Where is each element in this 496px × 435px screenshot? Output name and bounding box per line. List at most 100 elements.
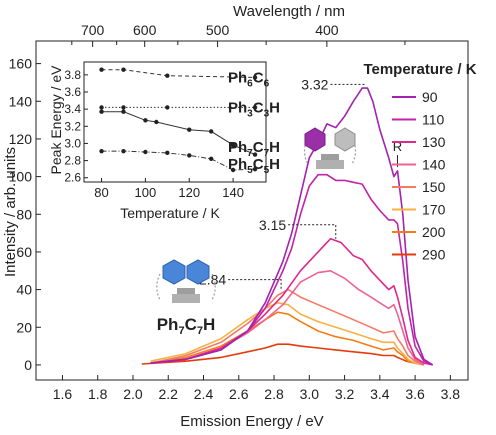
- y-tick-label: 140: [9, 93, 33, 109]
- y-tick-label: 20: [16, 319, 32, 335]
- inset-point: [121, 148, 126, 154]
- ph7c7h-sub2: 7: [197, 325, 203, 337]
- legend-label-110: 110: [422, 112, 445, 128]
- inset-label-part: Ph: [228, 156, 247, 173]
- inset-label-part: 3: [247, 108, 253, 119]
- ph7c7h-main: Ph: [157, 315, 179, 334]
- x-tick-label: 2.8: [264, 386, 284, 402]
- top-tick-label: 400: [315, 22, 339, 38]
- inset-label-Ph6C6: Ph6C6: [228, 69, 270, 89]
- main-axes: 1.6 1.8 2.0 2.2 2.4 2.6 2.8 3.0 3.2 3.4 3.6 3.8 0 20…: [2, 3, 469, 430]
- inset-point: [99, 148, 104, 154]
- inset-point: [121, 67, 126, 72]
- ph7c7h-mid: C: [185, 315, 197, 334]
- inset-series-Ph7C7H: [101, 111, 256, 156]
- inset-y-ticks: 2.6 2.8 3.0 3.2 3.4 3.6 3.8: [64, 68, 88, 185]
- inset-series-Ph5C5H: [101, 150, 256, 171]
- x-tick-label: 2.6: [229, 386, 249, 402]
- inset-y-tick-label: 3.6: [64, 85, 81, 99]
- inset-y-tick-label: 2.8: [64, 154, 81, 168]
- inset-label-part: C: [253, 69, 264, 86]
- inset-point: [154, 119, 159, 125]
- x-tick-label: 1.6: [53, 386, 73, 402]
- series-290k-line: [141, 343, 425, 366]
- legend-label-130: 130: [422, 134, 446, 150]
- inset-label-part: Ph: [228, 69, 247, 86]
- inset-label-part: 7: [264, 148, 270, 159]
- molecule-icon-ph7c7h: [156, 259, 216, 303]
- ph7c7h-molecule-label: Ph7C7H: [157, 315, 216, 337]
- inset-x-tick-label: 120: [178, 185, 200, 200]
- inset-point: [187, 127, 192, 132]
- inset-point: [165, 73, 170, 78]
- peak-3-15-leader: [288, 224, 337, 239]
- inset-x-tick-label: 140: [222, 185, 244, 200]
- top-tick-label: 500: [206, 22, 230, 38]
- top-tick-label: 700: [81, 22, 105, 38]
- series-170k-line: [150, 301, 425, 366]
- inset-label-part: C: [253, 156, 264, 173]
- inset-point: [252, 152, 258, 157]
- inset-x-ticks: 80 100 120 140: [94, 178, 244, 200]
- inset-point: [99, 105, 104, 110]
- inset-point: [252, 166, 258, 172]
- series-130k-line: [150, 238, 433, 366]
- inset-point: [143, 118, 148, 123]
- y-tick-label: 120: [9, 131, 33, 147]
- legend-label-150: 150: [422, 179, 446, 195]
- inset-point: [165, 105, 170, 110]
- inset-point: [99, 109, 104, 114]
- inset-label-part: H: [269, 156, 280, 173]
- plot-frame: [35, 40, 469, 381]
- peak-3-15-label: 3.15: [259, 217, 286, 233]
- series-90k-line: [150, 87, 434, 366]
- peak-3-32-label: 3.32: [301, 76, 328, 92]
- inset-y-tick-label: 3.0: [64, 136, 81, 150]
- y-tick-label: 40: [16, 282, 32, 298]
- y-axis-label: Intensity / arb. units: [2, 147, 19, 277]
- molecule-icon-excited: [303, 127, 357, 169]
- inset-y-tick-label: 3.2: [64, 119, 81, 133]
- x-tick-label: 2.2: [159, 386, 179, 402]
- inset-label-Ph7C7H: Ph7C7H: [228, 139, 280, 159]
- inset-label-part: 3: [264, 108, 270, 119]
- inset-label-part: 5: [264, 165, 270, 176]
- x-tick-label: 3.2: [335, 386, 355, 402]
- series-140k-line: [150, 269, 425, 366]
- inset-label-part: 5: [247, 165, 253, 176]
- inset-y-tick-label: 3.8: [64, 68, 81, 82]
- inset-x-tick-label: 100: [135, 185, 157, 200]
- inset-y-tick-label: 2.6: [64, 171, 81, 185]
- x-tick-label: 3.4: [370, 386, 390, 402]
- ph7c7h-sub1: 7: [178, 325, 184, 337]
- y-axis-ticks: 0 20 40 60 80 100 120 140 160: [9, 56, 41, 373]
- x-tick-label: 3.6: [405, 386, 425, 402]
- x-tick-label: 3.8: [441, 386, 461, 402]
- top-axis-label: Wavelength / nm: [233, 3, 345, 20]
- inset-point: [230, 142, 236, 148]
- x-axis-ticks: 1.6 1.8 2.0 2.2 2.4 2.6 2.8 3.0 3.2 3.4 3.6 3.8: [53, 375, 461, 402]
- inset-label-part: 6: [247, 78, 253, 89]
- inset-point: [121, 109, 126, 114]
- inset-label-part: 6: [264, 78, 270, 89]
- legend-label-90: 90: [422, 89, 438, 105]
- inset-point: [121, 105, 126, 110]
- inset-y-tick-label: 3.4: [64, 102, 81, 116]
- x-tick-label: 2.4: [194, 386, 214, 402]
- legend-title: Temperature / K: [363, 61, 476, 78]
- inset-label-part: Ph: [228, 139, 247, 156]
- peak-2-84-leader: [228, 279, 282, 290]
- ph7c7h-end: H: [203, 315, 215, 334]
- y-tick-label: 0: [24, 357, 32, 373]
- top-axis-ticks: 700 600 500 400: [71, 22, 406, 47]
- top-tick-label: 600: [133, 22, 157, 38]
- inset-point: [165, 150, 170, 156]
- inset-y-label: Peak Energy / eV: [48, 65, 64, 175]
- inset-point: [208, 156, 214, 162]
- r-marker-label: R: [393, 139, 402, 154]
- inset-series-Ph6C6: [101, 69, 256, 78]
- inset-series: [99, 67, 258, 173]
- x-tick-label: 3.0: [300, 386, 320, 402]
